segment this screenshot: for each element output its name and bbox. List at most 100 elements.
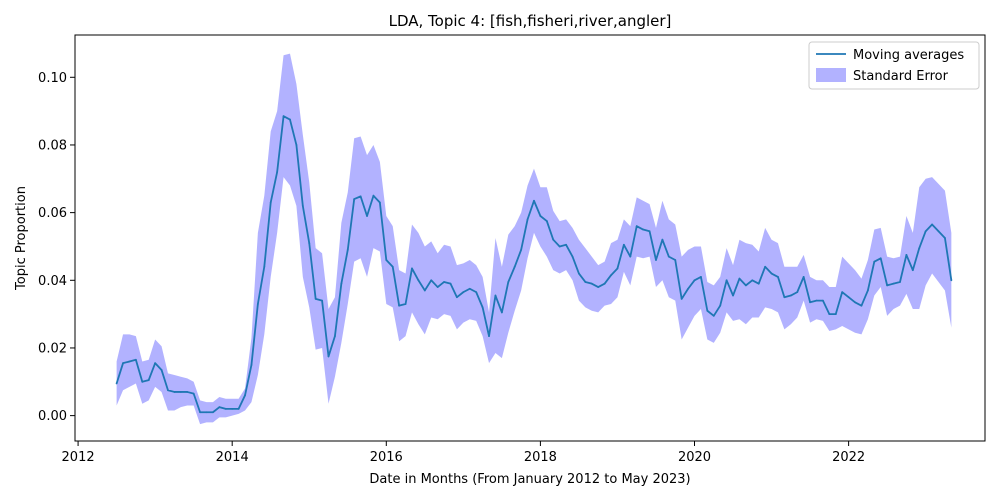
data-point [366,215,368,217]
data-point [879,257,882,260]
data-point [719,304,722,307]
data-point [712,314,715,317]
data-point [244,394,246,397]
x-tick-label: 2020 [678,450,711,465]
data-point [802,276,805,278]
data-point [860,304,863,307]
data-point [944,237,946,239]
data-point [911,269,914,272]
data-point [212,411,214,414]
data-point [443,281,445,283]
data-point [558,245,561,248]
data-point [173,391,176,393]
data-point [924,230,927,233]
data-point [276,171,279,173]
y-tick-label: 0.08 [38,138,67,153]
x-tick-label: 2012 [62,450,95,465]
legend: Moving averages Standard Error [808,41,980,90]
data-point [892,282,895,285]
data-point [154,362,157,365]
data-point [873,260,876,263]
data-point [308,242,311,244]
y-tick-label: 0.10 [38,71,67,86]
data-point [616,267,619,270]
x-axis-label: Date in Months (From January 2012 to May… [369,472,690,487]
data-point [224,407,227,410]
data-point [417,279,420,282]
data-point [822,299,824,302]
data-point [578,272,580,275]
data-point [545,220,548,222]
data-point [770,272,773,275]
data-point [404,303,407,305]
data-point [314,298,317,300]
data-point [391,265,394,268]
data-point [539,215,542,217]
data-point [500,311,503,314]
data-point [706,309,709,312]
y-tick-label: 0.04 [38,274,67,289]
data-point [667,255,670,258]
data-point [610,274,612,277]
y-tick-label: 0.02 [38,341,67,356]
data-point [635,225,638,228]
x-tick-label: 2018 [524,450,557,465]
x-axis: 2012 2014 2016 2018 2020 2022 [62,441,865,465]
data-point [533,199,535,202]
legend-box [808,41,980,90]
data-point [205,411,208,414]
data-point [372,194,375,197]
data-point [186,391,189,393]
y-axis: 0.00 0.02 0.04 0.06 0.08 0.10 [38,71,75,424]
data-point [886,284,889,287]
data-point [494,294,497,297]
data-point [751,279,754,282]
data-point [436,286,439,288]
data-point [346,248,349,251]
data-point [359,195,362,198]
data-point [854,301,856,304]
data-point [289,118,291,121]
data-point [141,380,144,383]
data-point [777,276,779,278]
data-point [937,230,940,233]
data-point [590,282,593,285]
data-point [571,255,574,258]
data-point [334,335,336,338]
data-point [475,291,478,294]
data-point [642,228,645,231]
data-point [584,281,587,283]
legend-band-label: Standard Error [853,69,949,84]
data-point [674,259,677,261]
data-point [783,296,786,299]
data-point [513,265,516,268]
data-point [456,296,458,299]
data-point [828,313,831,316]
data-point [128,360,131,363]
data-point [263,265,266,268]
data-point [520,248,523,251]
data-point [385,259,388,261]
data-point [899,281,901,283]
data-point [327,355,330,358]
data-point [218,406,221,409]
data-point [122,362,124,365]
data-point [134,358,137,361]
data-point [250,363,253,366]
y-tick-label: 0.00 [38,409,67,424]
data-point [167,389,169,392]
data-point [160,369,163,371]
data-point [700,276,702,278]
data-point [950,279,953,282]
data-point [847,296,850,299]
data-point [603,282,606,285]
data-point [115,382,118,385]
data-point [693,279,696,282]
data-point [918,247,921,250]
data-point [905,254,908,256]
plot-area [115,53,953,425]
x-tick-label: 2016 [370,450,403,465]
data-point [481,306,484,309]
data-point [597,286,600,288]
standard-error-band [116,53,952,425]
